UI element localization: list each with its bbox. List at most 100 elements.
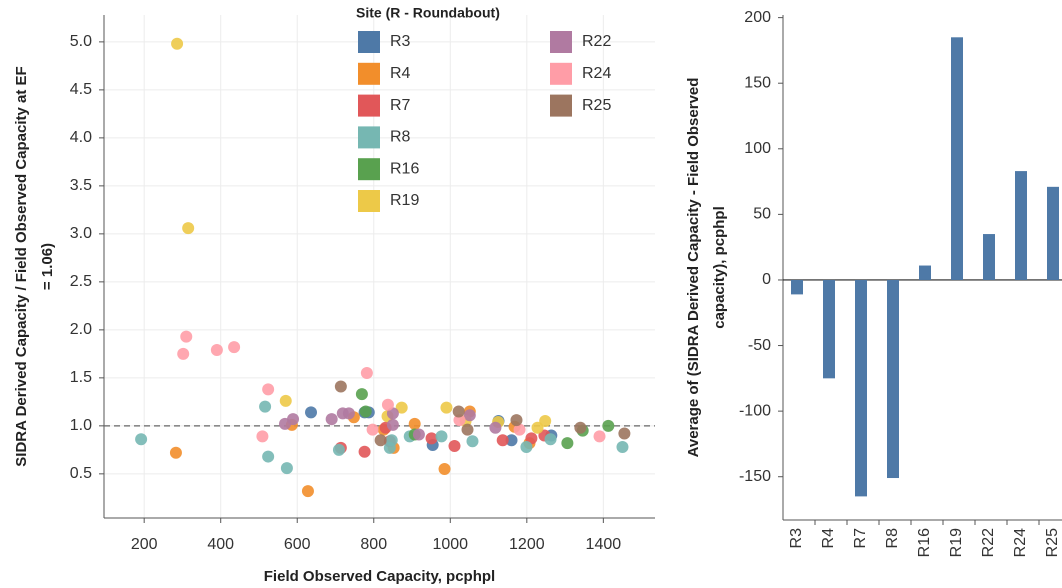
bar bbox=[983, 234, 995, 280]
x-tick-label: R24 bbox=[1012, 528, 1029, 557]
bar bbox=[1047, 186, 1059, 280]
data-point bbox=[383, 441, 396, 454]
y-axis-title: = 1.06) bbox=[39, 243, 56, 290]
data-point bbox=[177, 347, 190, 360]
legend-label: R4 bbox=[390, 65, 411, 82]
data-point bbox=[280, 462, 293, 475]
bar bbox=[1015, 171, 1027, 280]
bar bbox=[823, 279, 835, 379]
data-point bbox=[544, 433, 557, 446]
data-point bbox=[395, 401, 408, 414]
data-point bbox=[448, 440, 461, 453]
bar bbox=[919, 265, 931, 280]
data-point bbox=[616, 440, 629, 453]
data-point bbox=[602, 419, 615, 432]
y-tick-label: -50 bbox=[748, 337, 771, 354]
x-tick-label: 200 bbox=[131, 536, 158, 553]
legend-swatch bbox=[550, 94, 572, 117]
data-point bbox=[259, 400, 272, 413]
x-tick-label: R22 bbox=[980, 528, 997, 557]
bar bbox=[855, 279, 867, 497]
data-point bbox=[358, 445, 371, 458]
x-tick-label: 1400 bbox=[586, 536, 622, 553]
data-point bbox=[438, 463, 451, 476]
data-point bbox=[171, 37, 184, 50]
data-point bbox=[505, 434, 518, 447]
y-tick-label: 4.5 bbox=[70, 81, 92, 98]
legend-swatch bbox=[358, 190, 380, 212]
data-point bbox=[461, 423, 474, 436]
y-tick-label: -150 bbox=[739, 468, 771, 485]
data-point bbox=[374, 434, 387, 447]
data-point bbox=[332, 443, 345, 456]
data-point bbox=[412, 428, 425, 441]
data-point bbox=[360, 367, 373, 380]
legend-swatch bbox=[358, 126, 380, 149]
data-point bbox=[305, 406, 318, 419]
legend-swatch bbox=[358, 62, 380, 85]
legend-title: Site (R - Roundabout) bbox=[356, 5, 500, 21]
legend-label: R24 bbox=[582, 65, 611, 82]
y-tick-label: 3.5 bbox=[70, 177, 92, 194]
data-point bbox=[463, 409, 476, 422]
legend-swatch bbox=[358, 94, 380, 117]
x-tick-label: R8 bbox=[884, 528, 901, 549]
x-tick-label: R4 bbox=[820, 528, 837, 549]
legend-swatch bbox=[358, 31, 380, 53]
data-point bbox=[453, 414, 466, 427]
y-tick-label: 50 bbox=[753, 206, 771, 223]
y-axis-title: capacity), pcphpl bbox=[711, 206, 728, 329]
data-point bbox=[359, 405, 372, 418]
y-tick-label: 5.0 bbox=[70, 33, 92, 50]
data-point bbox=[466, 435, 479, 448]
data-point bbox=[618, 427, 631, 440]
data-point bbox=[180, 330, 193, 343]
data-point bbox=[342, 407, 355, 420]
y-tick-label: 2.0 bbox=[70, 321, 92, 338]
bar bbox=[951, 37, 963, 280]
x-tick-label: R16 bbox=[916, 528, 933, 557]
legend-swatch bbox=[550, 62, 572, 85]
x-tick-label: R3 bbox=[788, 528, 805, 549]
legend-label: R19 bbox=[390, 192, 419, 209]
bar bbox=[887, 279, 899, 479]
legend-label: R25 bbox=[582, 97, 611, 114]
data-point bbox=[408, 417, 421, 430]
data-point bbox=[513, 423, 526, 436]
x-tick-label: R7 bbox=[852, 528, 869, 549]
x-tick-label: 1000 bbox=[432, 536, 468, 553]
y-tick-label: 2.5 bbox=[70, 273, 92, 290]
data-point bbox=[425, 432, 438, 445]
data-point bbox=[355, 388, 368, 401]
legend-label: R8 bbox=[390, 129, 411, 146]
x-tick-label: R19 bbox=[948, 528, 965, 557]
data-point bbox=[435, 430, 448, 443]
x-tick-label: 1200 bbox=[509, 536, 545, 553]
y-tick-label: 150 bbox=[744, 74, 771, 91]
data-point bbox=[287, 413, 300, 426]
y-tick-label: 3.0 bbox=[70, 225, 92, 242]
data-point bbox=[496, 434, 509, 447]
y-tick-label: -100 bbox=[739, 402, 771, 419]
y-tick-label: 100 bbox=[744, 140, 771, 157]
legend-label: R7 bbox=[390, 97, 411, 114]
data-point bbox=[593, 430, 606, 443]
y-axis-title: Average of (SIDRA Derived Capacity - Fie… bbox=[685, 78, 702, 458]
x-tick-label: 400 bbox=[207, 536, 234, 553]
data-point bbox=[440, 401, 453, 414]
x-tick-label: 800 bbox=[360, 536, 387, 553]
y-tick-label: 200 bbox=[744, 9, 771, 26]
bar bbox=[791, 279, 803, 295]
x-tick-label: 600 bbox=[284, 536, 311, 553]
data-point bbox=[210, 344, 223, 357]
data-point bbox=[135, 433, 148, 446]
legend-label: R3 bbox=[390, 33, 411, 50]
data-point bbox=[366, 423, 379, 436]
data-point bbox=[452, 405, 465, 418]
legend-label: R16 bbox=[390, 160, 419, 177]
legend-label: R22 bbox=[582, 33, 611, 50]
legend-swatch bbox=[550, 31, 572, 53]
data-point bbox=[279, 394, 292, 407]
x-axis-title: Field Observed Capacity, pcphpl bbox=[264, 568, 495, 585]
